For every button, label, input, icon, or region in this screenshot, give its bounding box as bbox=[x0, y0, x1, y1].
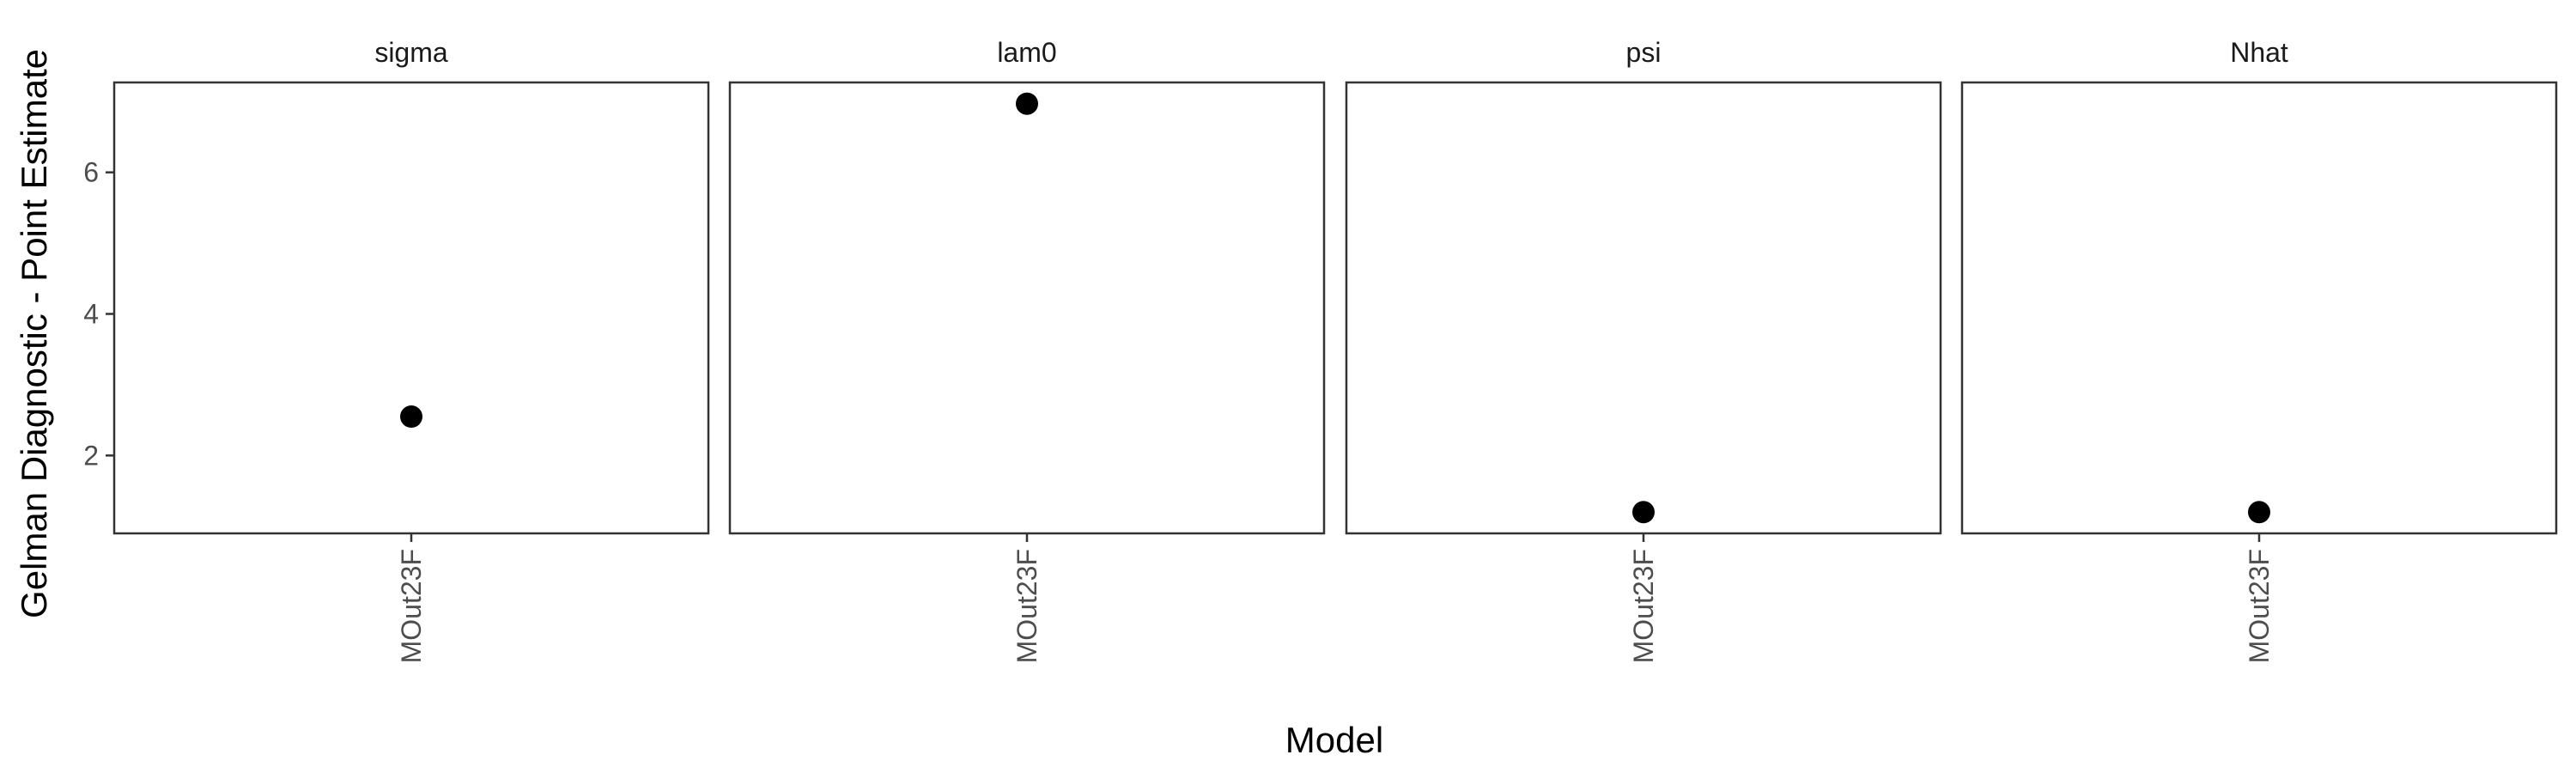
data-point-nhat bbox=[2248, 501, 2270, 524]
x-tick-label: MOut23F bbox=[1628, 549, 1659, 663]
facet-panel-psi: psi MOut23F bbox=[1345, 37, 1942, 663]
y-tick-label: 2 bbox=[83, 440, 99, 471]
facet-title: Nhat bbox=[2230, 37, 2288, 68]
panel-frame bbox=[728, 81, 1326, 535]
x-tick-label: MOut23F bbox=[1012, 549, 1042, 663]
panel-frame bbox=[1345, 81, 1942, 535]
y-tick-label: 4 bbox=[83, 299, 99, 330]
data-point-sigma bbox=[400, 405, 422, 429]
data-point-lam0 bbox=[1016, 92, 1038, 115]
panel-frame bbox=[112, 81, 710, 535]
facet-title: psi bbox=[1626, 37, 1662, 68]
x-tick-label: MOut23F bbox=[2244, 549, 2275, 663]
facet-panel-lam0: lam0 MOut23F bbox=[728, 37, 1326, 663]
y-axis-title: Gelman Diagnostic - Point Estimate bbox=[14, 49, 54, 618]
facet-panels: sigma MOut23F lam0 MOut23F psi MOut23F Nhat MOu… bbox=[112, 37, 2558, 663]
facet-panel-nhat: Nhat MOut23F bbox=[1960, 37, 2558, 663]
x-tick-label: MOut23F bbox=[396, 549, 427, 663]
x-axis-title: Model bbox=[1285, 720, 1383, 760]
facet-title: lam0 bbox=[997, 37, 1056, 68]
data-point-psi bbox=[1632, 501, 1655, 524]
y-tick-label: 6 bbox=[83, 157, 99, 188]
facet-panel-sigma: sigma MOut23F bbox=[112, 37, 710, 663]
facet-title: sigma bbox=[374, 37, 448, 68]
y-axis: 2 4 6 bbox=[83, 157, 114, 471]
panel-frame bbox=[1960, 81, 2558, 535]
